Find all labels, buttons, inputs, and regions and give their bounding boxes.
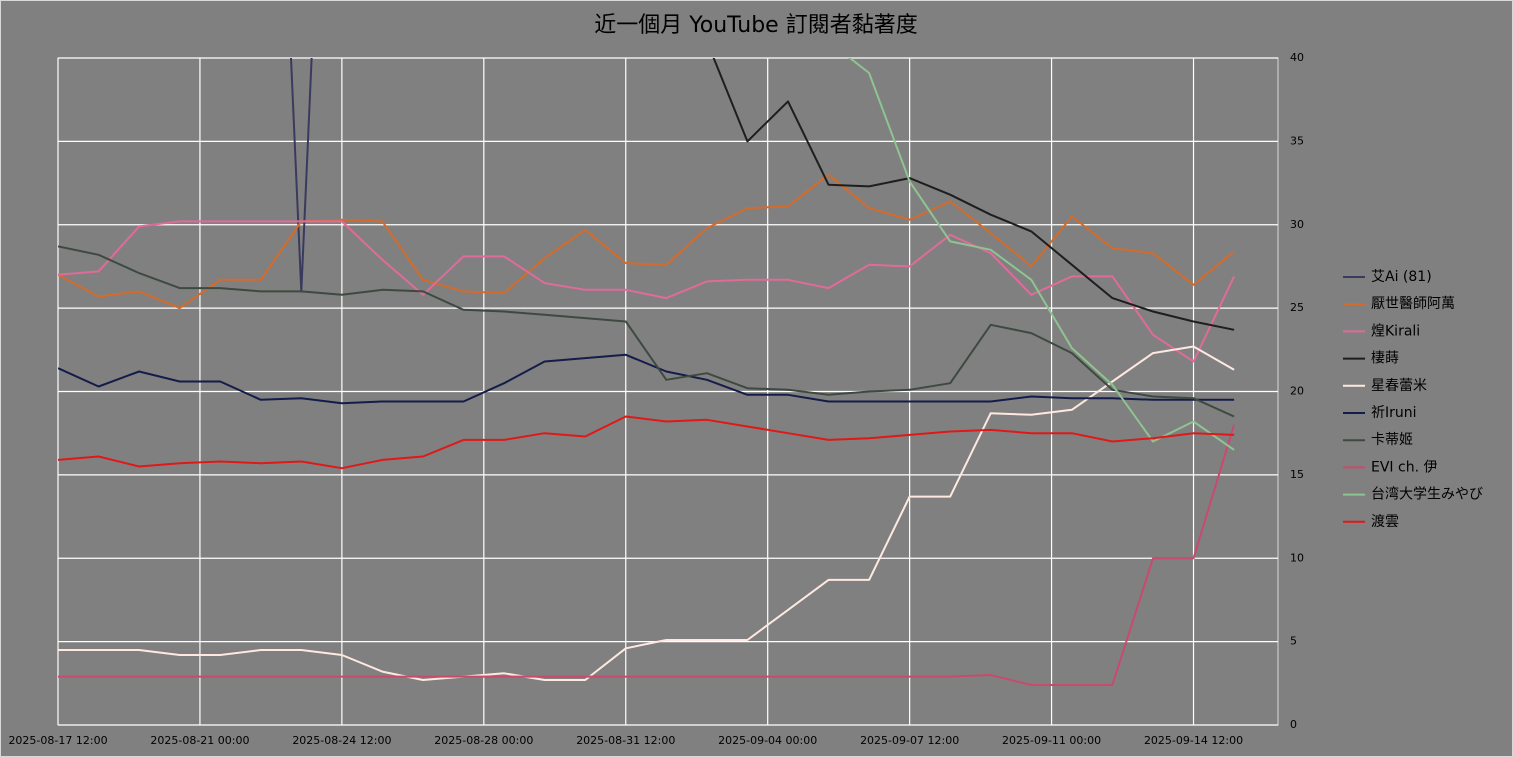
legend-label: EVI ch. 伊 (1371, 459, 1437, 475)
series-line (58, 415, 1235, 470)
y-tick-label: 20 (1290, 385, 1304, 398)
legend-label: 祈Iruni (1371, 405, 1417, 421)
legend-label: 星春蕾米 (1371, 378, 1427, 394)
y-tick-label: 30 (1290, 218, 1304, 231)
legend-label: 棲蒔 (1371, 351, 1399, 367)
x-tick-label: 2025-09-04 00:00 (718, 734, 817, 747)
y-tick-label: 10 (1290, 551, 1304, 564)
x-tick-label: 2025-08-28 00:00 (434, 734, 533, 747)
x-tick-label: 2025-09-14 12:00 (1144, 734, 1243, 747)
x-tick-label: 2025-08-21 00:00 (150, 734, 249, 747)
x-tick-label: 2025-08-24 12:00 (292, 734, 391, 747)
legend-label: 厭世醫師阿萬 (1371, 296, 1455, 312)
chart-title: 近一個月 YouTube 訂閱者黏著度 (594, 13, 917, 38)
x-tick-label: 2025-08-31 12:00 (576, 734, 675, 747)
legend-label: 卡蒂姬 (1371, 432, 1413, 448)
series-line (712, 58, 1235, 331)
labels: 0 5 10 15 20 25 30 35 40 2025-08-17 12:00 2025-08-… (8, 51, 1483, 747)
lines (58, 58, 1236, 686)
legend-label: 艾Ai (81) (1371, 269, 1432, 285)
legend-label: 渡雲 (1371, 514, 1399, 530)
series-line (58, 173, 1235, 310)
x-tick-label: 2025-09-11 00:00 (1002, 734, 1101, 747)
series-line (58, 245, 1235, 418)
series-line (848, 58, 1235, 451)
y-tick-label: 5 (1290, 635, 1297, 648)
series-line (58, 345, 1235, 681)
x-tick-label: 2025-09-07 12:00 (860, 734, 959, 747)
series-line (58, 424, 1236, 686)
y-tick-label: 35 (1290, 134, 1304, 147)
y-tick-label: 0 (1290, 718, 1297, 731)
y-tick-label: 40 (1290, 51, 1304, 64)
legend-label: 台湾大学生みやび (1371, 486, 1483, 503)
x-tick-label: 2025-08-17 12:00 (8, 734, 107, 747)
y-tick-label: 15 (1290, 468, 1304, 481)
y-tick-label: 25 (1290, 301, 1304, 314)
series-line (58, 353, 1235, 405)
legend-label: 煌Kirali (1371, 323, 1420, 339)
